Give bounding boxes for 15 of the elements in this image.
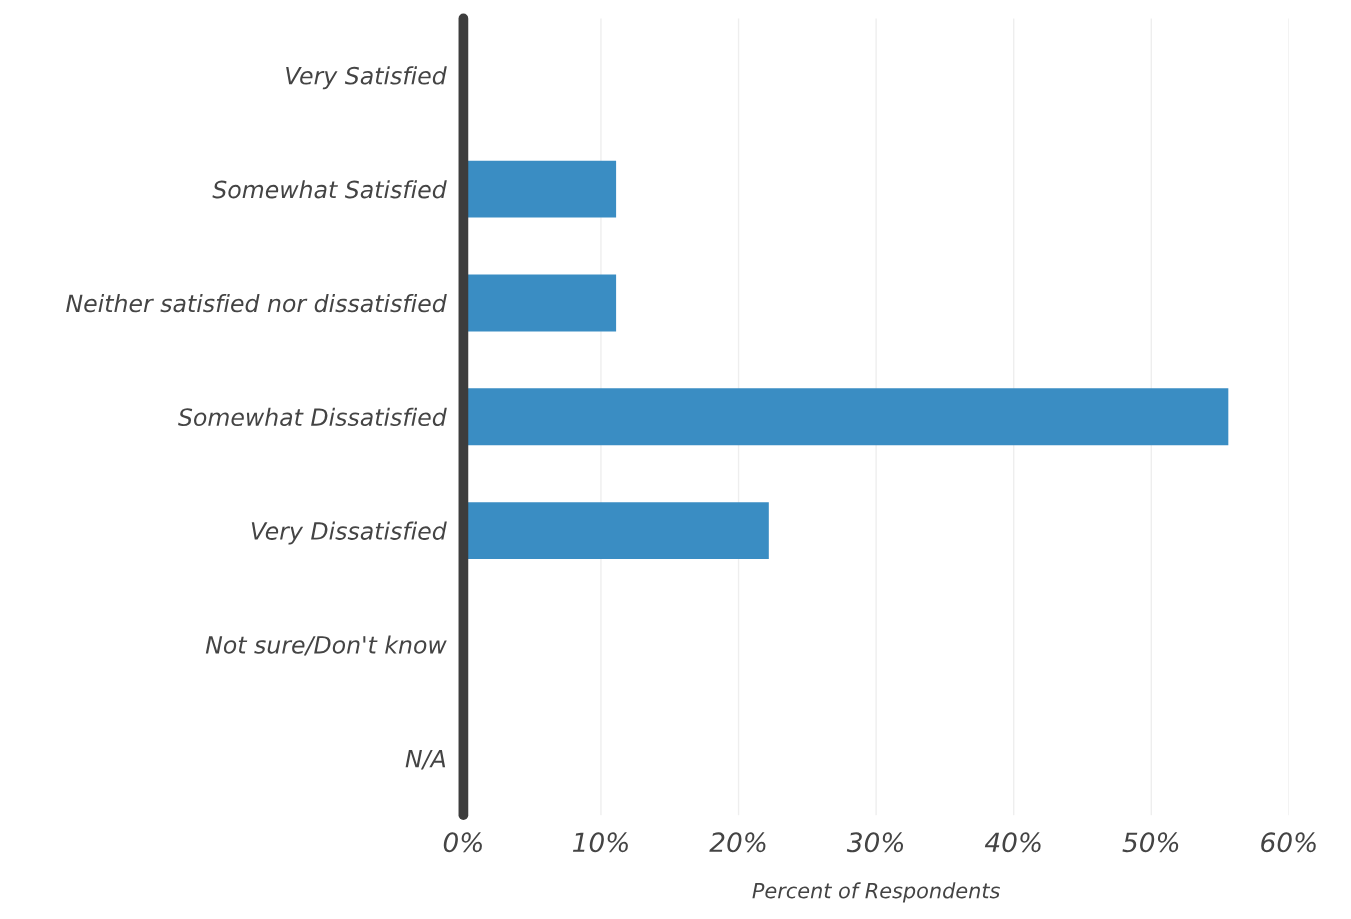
x-tick-label: 30% <box>846 832 904 853</box>
y-tick-label: Somewhat Satisfied <box>212 180 447 199</box>
x-tick-label: 0% <box>443 832 482 853</box>
x-tick-label: 20% <box>709 832 766 853</box>
y-tick-label: Very Dissatisfied <box>251 521 447 545</box>
x-tick-label: 40% <box>984 832 1041 853</box>
y-tick-label: N/A <box>405 750 446 770</box>
y-tick-label: Somewhat Dissatisfied <box>178 407 447 427</box>
x-tick-label: 10% <box>572 832 628 853</box>
x-tick-label: 60% <box>1261 832 1316 853</box>
x-tick-label: 50% <box>1122 832 1179 853</box>
x-axis-title: Percent of Respondents <box>752 882 1000 903</box>
y-tick-label: Very Satisfied <box>286 66 447 90</box>
y-tick-label: Not sure/Don't know <box>205 635 447 656</box>
y-tick-label: Neither satisfied nor dissatisfied <box>66 293 447 313</box>
